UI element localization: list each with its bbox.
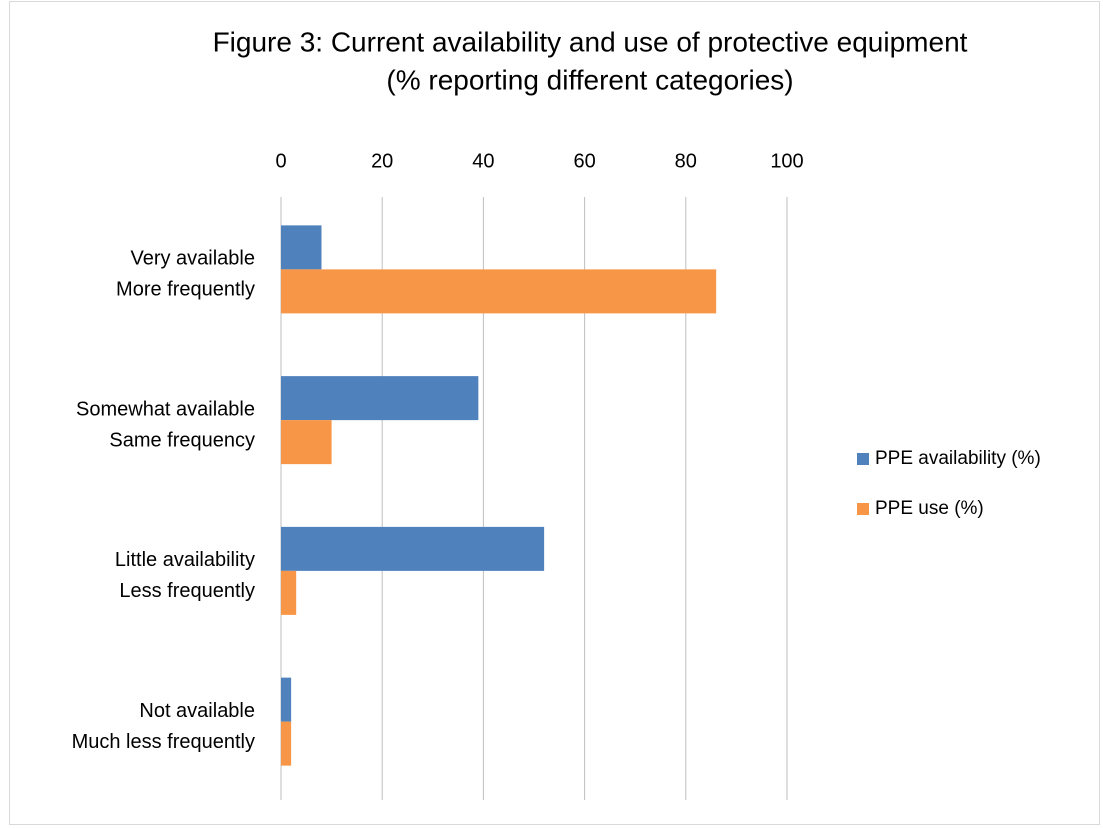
x-tick-label: 0 <box>275 150 286 172</box>
bar <box>281 721 292 766</box>
y-tick-label: Somewhat available <box>76 398 255 420</box>
bar <box>281 225 322 270</box>
chart-border <box>9 1 1100 825</box>
y-tick-label: More frequently <box>116 279 255 301</box>
y-tick-label: Little availability <box>115 549 255 571</box>
x-tick-label: 60 <box>573 150 595 172</box>
legend-swatch <box>857 503 869 515</box>
x-tick-label: 80 <box>675 150 697 172</box>
y-tick-label: Same frequency <box>109 429 255 451</box>
bar <box>281 269 717 314</box>
x-tick-label: 40 <box>472 150 494 172</box>
bar <box>281 570 297 615</box>
bar <box>281 677 292 722</box>
legend-label: PPE use (%) <box>875 498 984 519</box>
bar <box>281 420 332 465</box>
chart-subtitle: (% reporting different categories) <box>386 64 793 95</box>
x-tick-label: 20 <box>371 150 393 172</box>
y-tick-label: Much less frequently <box>72 731 255 753</box>
chart-title: Figure 3: Current availability and use o… <box>213 26 968 57</box>
y-tick-label: Not available <box>139 700 255 722</box>
legend-swatch <box>857 453 869 465</box>
bar <box>281 376 479 421</box>
legend-label: PPE availability (%) <box>875 448 1041 469</box>
y-tick-label: Very available <box>130 248 255 270</box>
bar <box>281 526 545 571</box>
y-tick-label: Less frequently <box>119 580 255 602</box>
x-tick-label: 100 <box>770 150 803 172</box>
